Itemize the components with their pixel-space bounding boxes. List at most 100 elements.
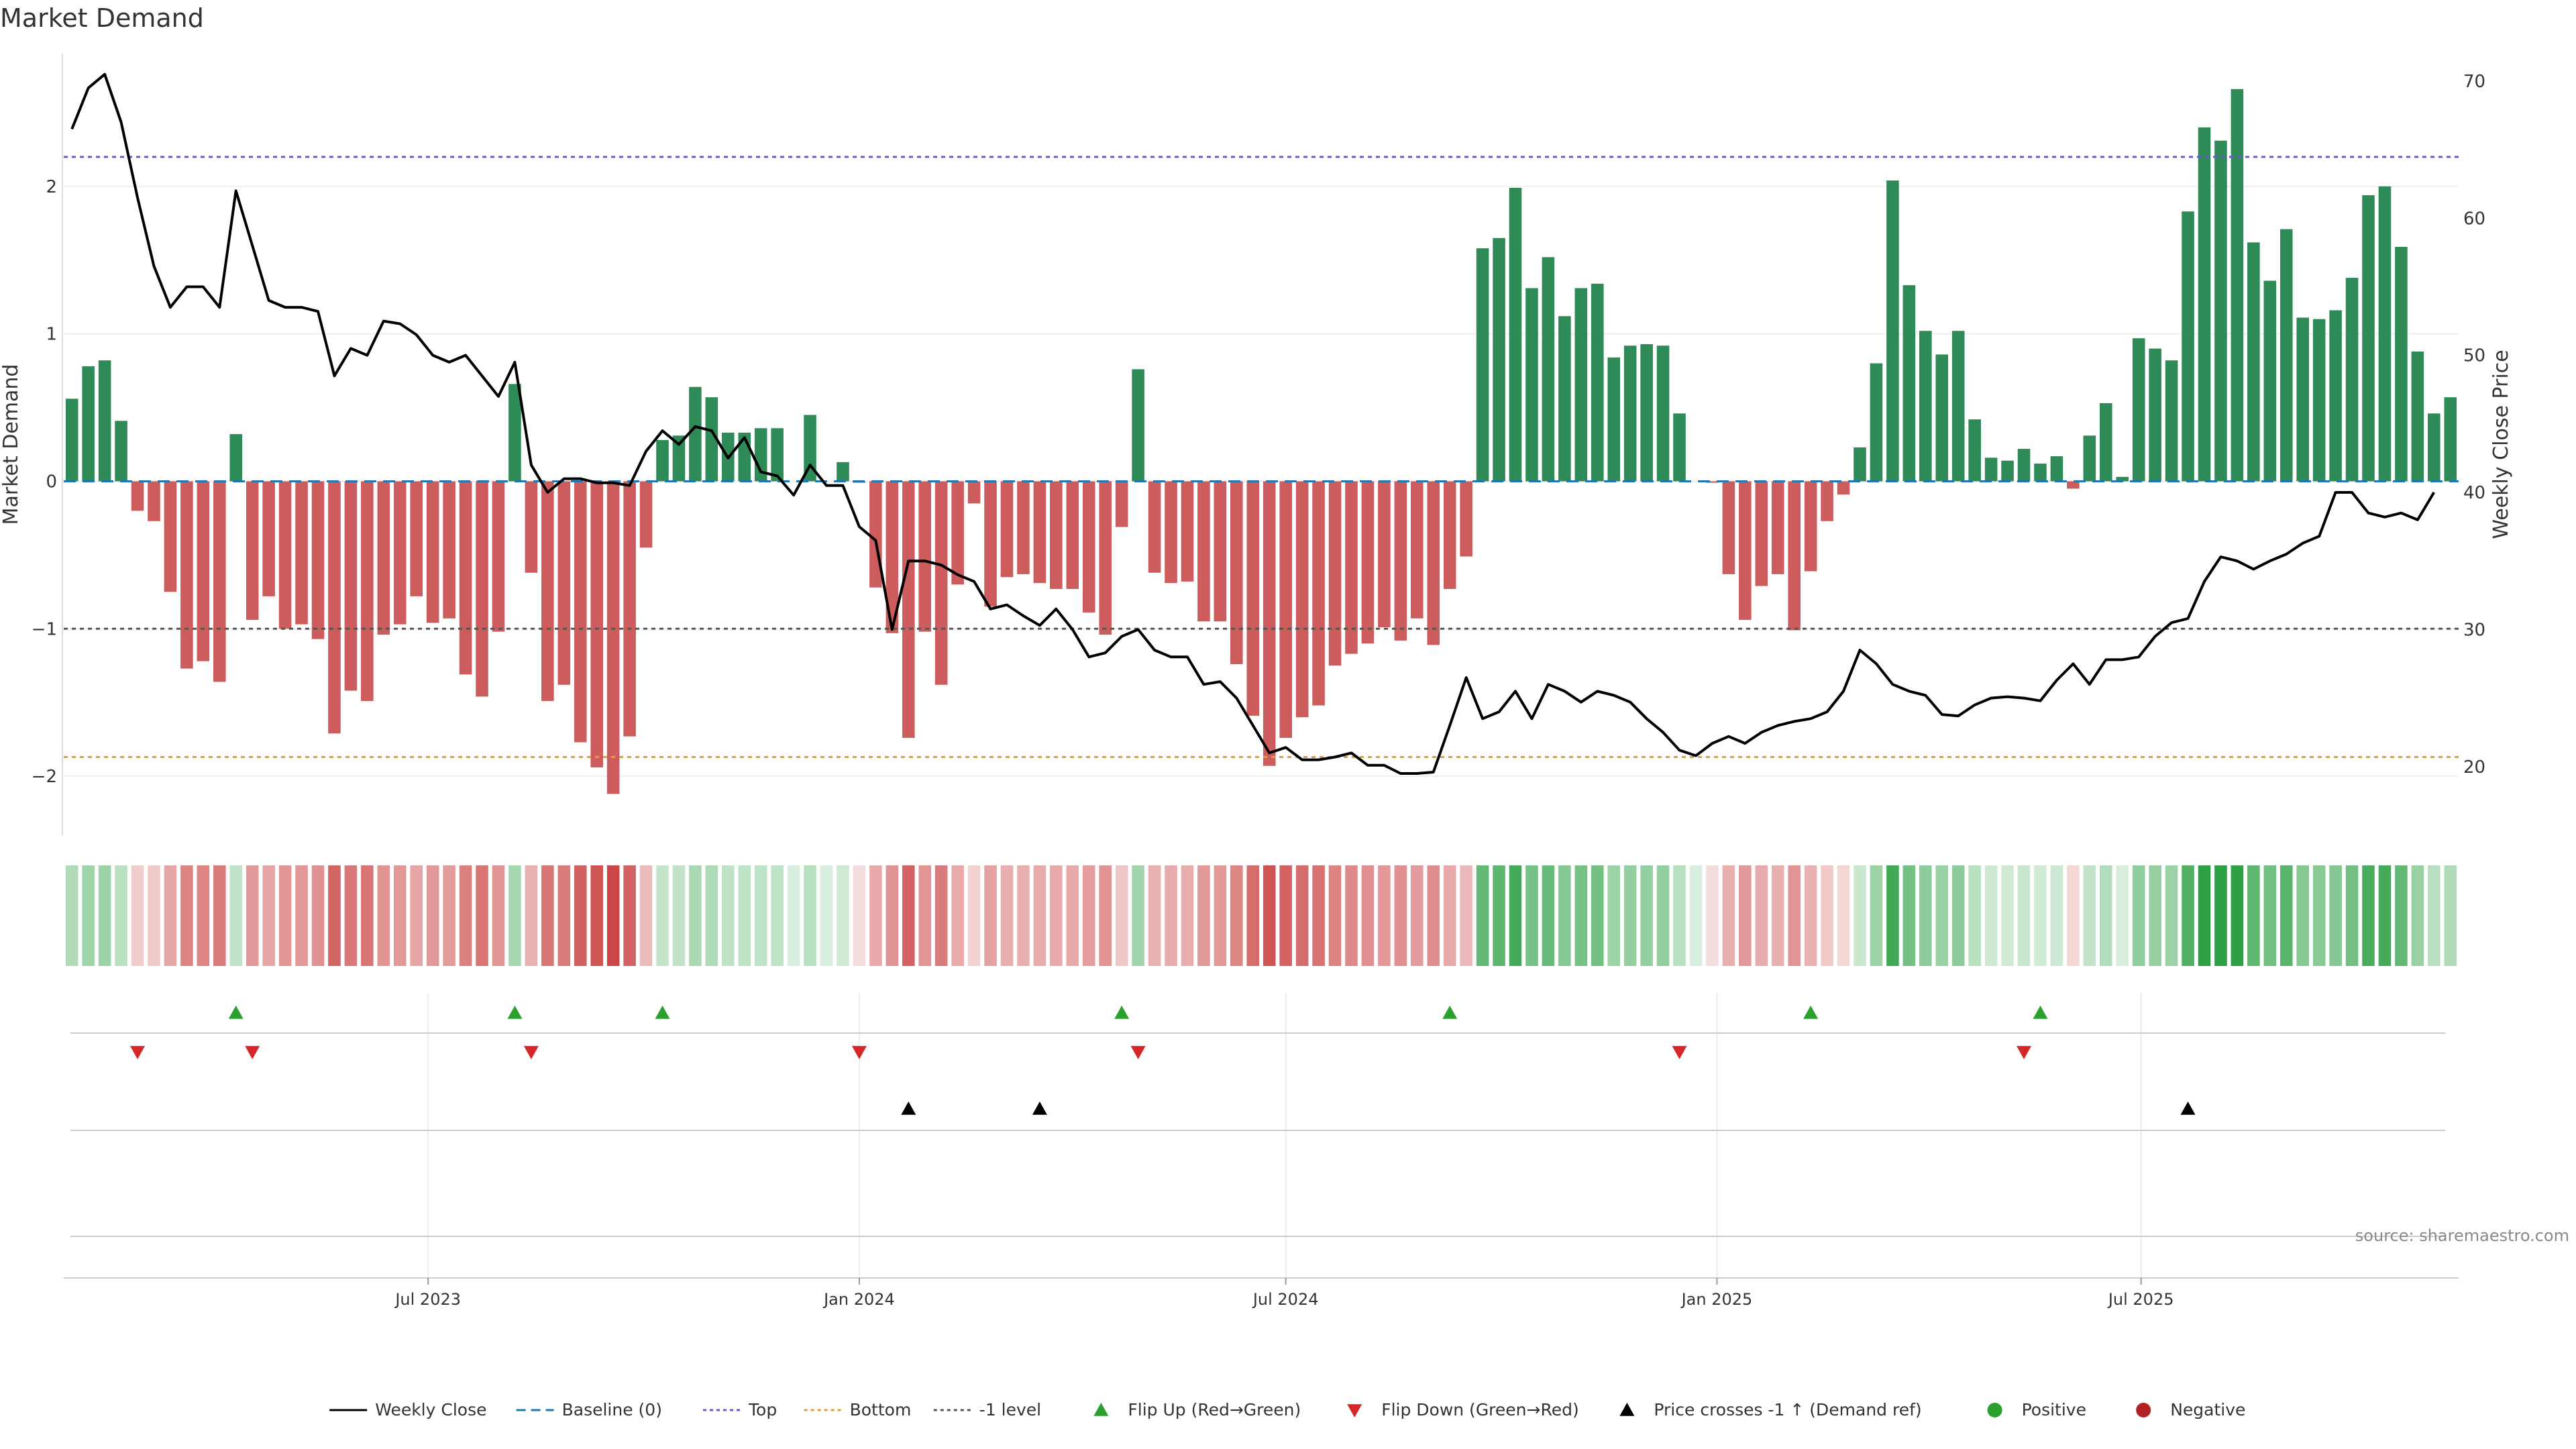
demand-bar-positive — [2116, 476, 2129, 482]
demand-bar-positive — [2001, 460, 2014, 482]
demand-bar-positive — [1607, 357, 1621, 482]
demand-bar-negative — [1378, 481, 1391, 628]
source-label: source: sharemaestro.com — [2355, 1226, 2569, 1245]
demand-bar-negative — [1197, 481, 1210, 622]
y2-tick-label: 40 — [2463, 483, 2485, 503]
y-tick-label: 0 — [46, 472, 57, 492]
demand-bar-positive — [705, 397, 718, 482]
demand-bar-positive — [1558, 316, 1571, 482]
heat-cell — [1968, 865, 1981, 966]
demand-bar-positive — [1493, 237, 1505, 482]
demand-bar-negative — [246, 481, 259, 621]
heat-cell — [804, 865, 816, 966]
demand-bar-positive — [2263, 280, 2277, 482]
heat-cell — [2411, 865, 2424, 966]
x-tick-label: Jul 2023 — [394, 1290, 461, 1309]
heat-cell — [1427, 865, 1440, 966]
demand-bar-negative — [459, 481, 472, 675]
heat-cell — [1214, 865, 1227, 966]
heat-cell — [180, 865, 193, 966]
demand-bar-negative — [1345, 481, 1358, 654]
flip-down-marker — [245, 1046, 260, 1059]
demand-bar-negative — [361, 481, 374, 701]
flip-down-marker — [1130, 1046, 1146, 1059]
demand-bar-negative — [393, 481, 407, 625]
demand-bar-positive — [1902, 285, 1916, 482]
heat-cell — [1017, 865, 1030, 966]
demand-bar-positive — [2231, 89, 2244, 482]
y2-tick-label: 70 — [2463, 72, 2485, 92]
heat-cell — [1509, 865, 1522, 966]
heat-cell — [65, 865, 78, 966]
demand-bar-negative — [1312, 481, 1325, 706]
demand-bar-positive — [1640, 344, 1653, 482]
heat-cell — [1919, 865, 1932, 966]
demand-bar-positive — [98, 360, 111, 482]
heat-cell — [1148, 865, 1161, 966]
heat-cell — [951, 865, 964, 966]
heat-cell — [295, 865, 308, 966]
legend-label: Flip Up (Red→Green) — [1128, 1400, 1301, 1419]
heat-cell — [2378, 865, 2392, 966]
heat-cell — [1394, 865, 1407, 966]
demand-bar-negative — [1279, 481, 1292, 738]
demand-bar-negative — [344, 481, 358, 691]
demand-bar-negative — [1443, 481, 1456, 589]
demand-bar-positive — [656, 439, 669, 482]
demand-bar-negative — [1739, 481, 1752, 621]
demand-bar-negative — [443, 481, 455, 619]
heat-cell — [1181, 865, 1194, 966]
heat-cell — [2182, 865, 2194, 966]
y2-tick-label: 20 — [2463, 757, 2485, 777]
heat-cell — [574, 865, 587, 966]
heat-cell — [1476, 865, 1489, 966]
demand-bar-positive — [508, 384, 521, 482]
demand-bar-negative — [311, 481, 325, 639]
heat-cell — [1279, 865, 1292, 966]
legend-label: Weekly Close — [375, 1400, 486, 1419]
demand-bar-positive — [2329, 310, 2342, 482]
legend-label: Price crosses -1 ↑ (Demand ref) — [1654, 1400, 1921, 1419]
demand-bar-positive — [2149, 348, 2161, 482]
flip-down-marker — [130, 1046, 146, 1059]
demand-bar-positive — [65, 398, 78, 482]
flip-down-marker — [851, 1046, 867, 1059]
heat-cell — [1361, 865, 1375, 966]
demand-bar-negative — [1837, 481, 1850, 495]
x-tick-label: Jan 2024 — [822, 1290, 895, 1309]
heat-cell — [115, 865, 127, 966]
y-tick-label: −2 — [32, 767, 57, 787]
heat-cell — [213, 865, 226, 966]
demand-bar-negative — [1722, 481, 1735, 574]
demand-bar-positive — [2099, 402, 2112, 482]
heat-cell — [2247, 865, 2260, 966]
chart-title: Market Demand — [0, 3, 204, 33]
heat-cell — [934, 865, 948, 966]
heat-cell — [2214, 865, 2227, 966]
heat-cell — [1656, 865, 1670, 966]
demand-bar-positive — [1919, 331, 1932, 482]
heat-cell — [426, 865, 439, 966]
heat-cell — [1788, 865, 1801, 966]
demand-bar-positive — [1673, 413, 1686, 482]
heat-cell — [148, 865, 160, 966]
demand-bar-positive — [672, 435, 686, 482]
heat-cell — [754, 865, 767, 966]
flip-up-marker — [1442, 1006, 1458, 1019]
demand-bar-negative — [1755, 481, 1768, 586]
demand-bar-negative — [1411, 481, 1424, 619]
demand-bar-positive — [2198, 127, 2211, 482]
demand-bar-positive — [2362, 195, 2375, 482]
demand-bar-positive — [1984, 458, 1998, 482]
heat-cell — [639, 865, 653, 966]
heat-cell — [1115, 865, 1128, 966]
heat-cell — [1854, 865, 1866, 966]
heat-cell — [541, 865, 554, 966]
demand-bar-negative — [1427, 481, 1440, 645]
weekly-close-line — [70, 72, 2436, 775]
demand-bar-positive — [2050, 456, 2063, 482]
legend-swatch — [1347, 1404, 1362, 1417]
demand-bar-negative — [278, 481, 292, 629]
demand-bar-positive — [1525, 288, 1538, 482]
heat-cell — [722, 865, 735, 966]
